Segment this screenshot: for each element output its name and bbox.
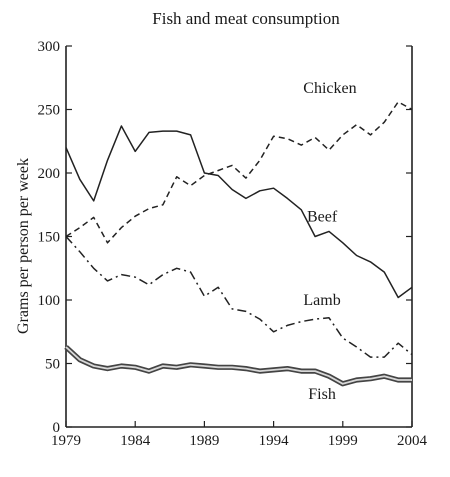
y-tick-label: 200 — [38, 166, 61, 182]
x-tick-label: 2004 — [397, 433, 428, 449]
lamb-series-label: Lamb — [303, 292, 340, 309]
lamb-line — [65, 235, 413, 358]
fish-line-outer — [64, 345, 412, 387]
y-tick-label: 50 — [45, 357, 60, 373]
y-axis-title: Grams per person per week — [15, 158, 32, 334]
chart-title: Fish and meat consumption — [152, 9, 340, 28]
series-labels: Chicken Beef Lamb Fish — [303, 80, 356, 403]
axes: 0 50 100 150 200 250 300 1979 1984 1989 1994 1999 20… — [38, 39, 428, 449]
x-tick-label: 1979 — [51, 433, 81, 449]
x-tick-label: 1984 — [120, 433, 151, 449]
y-tick-label: 0 — [53, 420, 61, 436]
beef-series-label: Beef — [307, 208, 338, 225]
x-tick-label: 1994 — [259, 433, 290, 449]
fish-series-label: Fish — [308, 386, 336, 403]
y-tick-label: 300 — [38, 39, 61, 55]
y-tick-label: 250 — [38, 103, 61, 119]
x-tick-label: 1999 — [328, 433, 358, 449]
y-tick-label: 100 — [38, 293, 61, 309]
x-tick-label: 1989 — [189, 433, 219, 449]
chicken-series-label: Chicken — [303, 80, 356, 97]
beef-line — [65, 125, 413, 299]
series-lines — [64, 101, 413, 387]
chicken-line — [65, 101, 413, 244]
y-tick-label: 150 — [38, 230, 61, 246]
fish-line-inner — [65, 346, 412, 385]
